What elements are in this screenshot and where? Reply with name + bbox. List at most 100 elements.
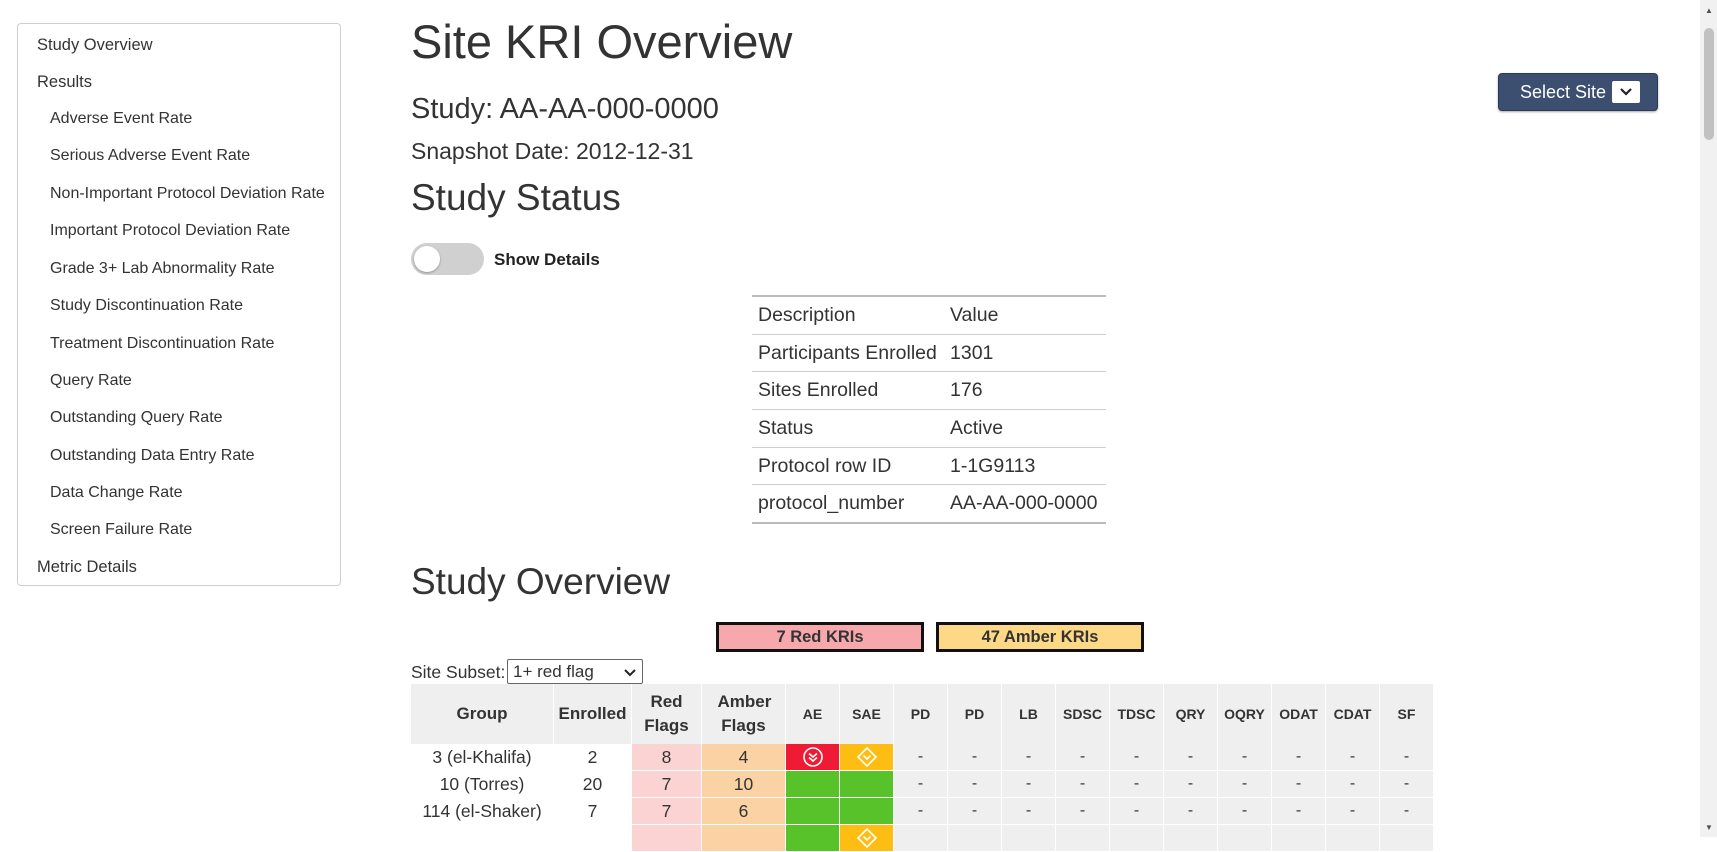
column-header[interactable]: QRY	[1163, 684, 1218, 744]
column-header[interactable]: SF	[1379, 684, 1434, 744]
column-header[interactable]: PD	[893, 684, 948, 744]
metric-cell: -	[1163, 744, 1218, 771]
show-details-toggle[interactable]	[411, 243, 484, 275]
metric-cell: -	[1271, 770, 1326, 798]
chevron-down-diamond-icon	[856, 828, 877, 849]
metric-cell: -	[947, 744, 1002, 771]
main-content: Site KRI Overview Study: AA-AA-000-0000 …	[411, 0, 1691, 837]
overview-header-row: Group Enrolled Red Flags Amber Flags AE SAE PD…	[411, 684, 1434, 744]
ae-flag-cell[interactable]	[785, 770, 840, 798]
metric-cell: -	[1001, 744, 1056, 771]
toc-link[interactable]: Serious Adverse Event Rate	[50, 147, 251, 164]
metric-cell: -	[1271, 797, 1326, 825]
status-row: Protocol row ID 1-1G9113	[752, 446, 1106, 485]
group-cell	[411, 824, 554, 852]
toc-link[interactable]: Grade 3+ Lab Abnormality Rate	[50, 260, 275, 277]
select-site-button[interactable]: Select Site	[1498, 73, 1658, 111]
study-id: Study: AA-AA-000-0000	[411, 93, 719, 125]
study-status-heading: Study Status	[411, 177, 621, 218]
column-header[interactable]: Enrolled	[553, 684, 632, 744]
column-header-label: Red Flags	[644, 692, 689, 735]
select-site-label: Select Site	[1520, 81, 1607, 102]
column-header[interactable]: SDSC	[1055, 684, 1110, 744]
red-kris-badge[interactable]: 7 Red KRIs	[716, 622, 924, 652]
column-header[interactable]: PD	[947, 684, 1002, 744]
ae-flag-cell[interactable]	[785, 824, 840, 852]
column-header[interactable]: OQRY	[1217, 684, 1272, 744]
column-header[interactable]: SAE	[839, 684, 894, 744]
enrolled-cell: 7	[553, 797, 632, 825]
column-header[interactable]: Amber Flags	[701, 684, 786, 744]
status-value: 1-1G9113	[944, 446, 1106, 485]
sae-flag-cell[interactable]	[839, 770, 894, 798]
study-overview-heading: Study Overview	[411, 561, 671, 602]
toc-link[interactable]: Screen Failure Rate	[50, 521, 193, 538]
sae-flag-cell[interactable]	[839, 824, 894, 852]
study-status-table: Description Value Participants Enrolled 130…	[752, 294, 1106, 525]
column-header[interactable]: Group	[411, 684, 554, 744]
toc-link[interactable]: Outstanding Query Rate	[50, 409, 223, 426]
amber-flags-cell: 10	[701, 770, 786, 798]
metric-cell	[1325, 824, 1380, 852]
toc-link[interactable]: Study Discontinuation Rate	[50, 297, 243, 314]
sae-flag-cell[interactable]	[839, 744, 894, 771]
metric-cell: -	[1109, 770, 1164, 798]
site-subset-label: Site Subset:	[411, 662, 506, 682]
column-header[interactable]: AE	[785, 684, 840, 744]
column-header[interactable]: TDSC	[1109, 684, 1164, 744]
scroll-down-arrow-icon[interactable]: ▼	[1705, 822, 1713, 832]
toc-link[interactable]: Query Rate	[50, 372, 132, 389]
group-cell: 10 (Torres)	[411, 770, 554, 798]
ae-flag-cell[interactable]	[785, 744, 840, 771]
ae-flag-cell[interactable]	[785, 797, 840, 825]
metric-cell	[1055, 824, 1110, 852]
column-header[interactable]: CDAT	[1325, 684, 1380, 744]
enrolled-cell: 20	[553, 770, 632, 798]
toc-link[interactable]: Data Change Rate	[50, 484, 183, 501]
toc-link[interactable]: Results	[37, 73, 93, 91]
table-row[interactable]: 10 (Torres) 20 7 10- - - - - - - - - -	[411, 770, 1434, 798]
status-description: Description	[752, 294, 944, 335]
site-subset-select[interactable]: 1+ red flag	[507, 659, 643, 684]
column-header[interactable]: LB	[1001, 684, 1056, 744]
toc-link[interactable]: Metric Details	[37, 558, 137, 576]
metric-cell: -	[1379, 770, 1434, 798]
scroll-up-arrow-icon[interactable]: ▲	[1705, 5, 1713, 15]
metric-cell: -	[1163, 770, 1218, 798]
table-row[interactable]: 114 (el-Shaker) 7 7 6- - - - - - - - - -	[411, 797, 1434, 825]
status-description: Status	[752, 409, 944, 448]
group-cell: 114 (el-Shaker)	[411, 797, 554, 825]
metric-cell	[893, 824, 948, 852]
metric-cell: -	[1001, 770, 1056, 798]
toc-link[interactable]: Outstanding Data Entry Rate	[50, 447, 255, 464]
amber-kris-badge[interactable]: 47 Amber KRIs	[936, 622, 1144, 652]
toc-link[interactable]: Study Overview	[37, 36, 153, 54]
chevron-down-diamond-icon	[856, 747, 877, 768]
red-flags-cell	[631, 824, 702, 852]
scrollbar-thumb[interactable]	[1704, 28, 1714, 140]
study-overview-table: Group Enrolled Red Flags Amber Flags AE SAE PD…	[411, 684, 1434, 852]
toc-link[interactable]: Treatment Discontinuation Rate	[50, 335, 275, 352]
toggle-knob	[414, 246, 440, 272]
column-header[interactable]: ODAT	[1271, 684, 1326, 744]
metric-cell: -	[1217, 770, 1272, 798]
column-header[interactable]: Red Flags	[631, 684, 702, 744]
status-value: AA-AA-000-0000	[944, 484, 1106, 525]
status-value: 1301	[944, 333, 1106, 372]
amber-flags-cell: 4	[701, 744, 786, 771]
metric-cell	[1109, 824, 1164, 852]
vertical-scrollbar[interactable]	[1700, 0, 1717, 837]
metric-cell: -	[1217, 744, 1272, 771]
metric-cell: -	[1325, 744, 1380, 771]
toc-link[interactable]: Adverse Event Rate	[50, 110, 193, 127]
sae-flag-cell[interactable]	[839, 797, 894, 825]
status-value: Active	[944, 409, 1106, 448]
metric-cell: -	[1055, 770, 1110, 798]
chevron-down-icon	[1612, 81, 1641, 103]
page-title: Site KRI Overview	[411, 15, 793, 68]
toc-link[interactable]: Non-Important Protocol Deviation Rate	[50, 185, 325, 202]
toc-link[interactable]: Important Protocol Deviation Rate	[50, 222, 291, 239]
table-row[interactable]: 3 (el-Khalifa) 2 8 4- - - - - - - - - -	[411, 744, 1434, 771]
table-row[interactable]	[411, 824, 1434, 852]
metric-cell: -	[1325, 797, 1380, 825]
